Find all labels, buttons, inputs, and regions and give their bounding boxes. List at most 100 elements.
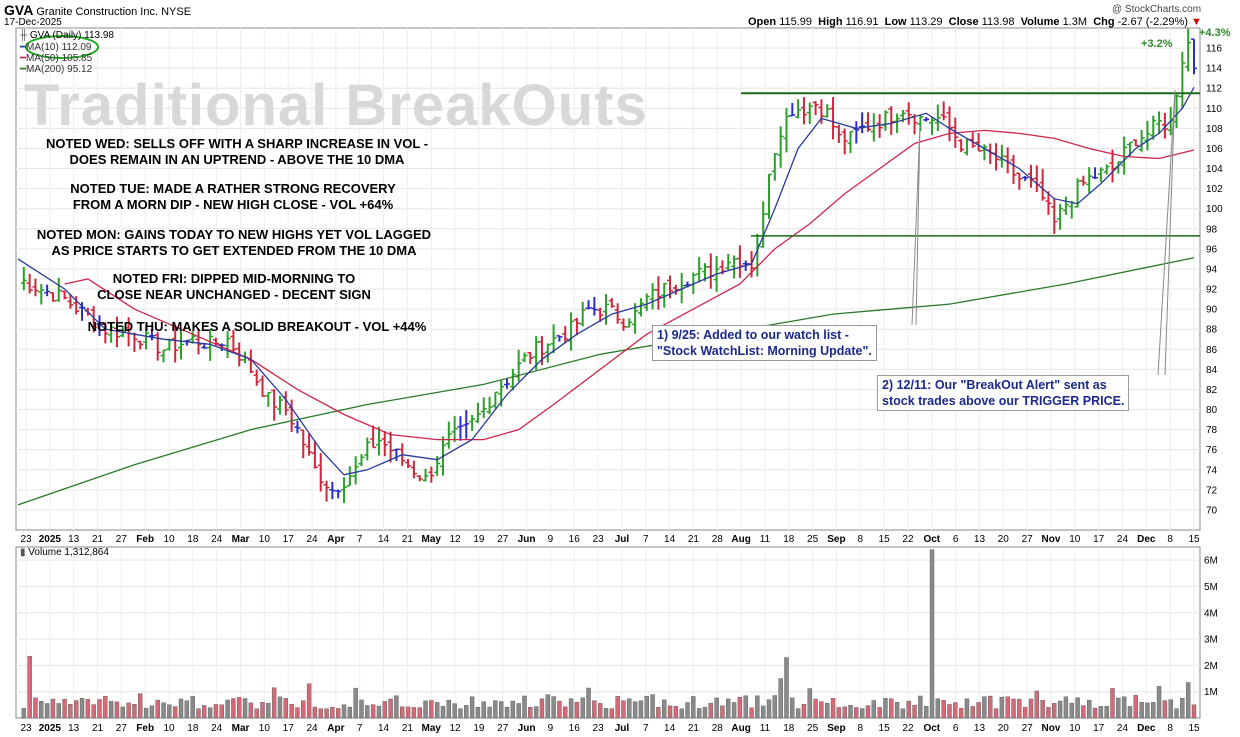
- volume-bar: [528, 707, 533, 719]
- x-tick-label: May: [421, 534, 441, 545]
- x-tick-label: 13: [68, 534, 80, 545]
- price-bar: [504, 379, 511, 389]
- volume-bar: [929, 549, 935, 719]
- price-bar: [998, 144, 1005, 168]
- volume-bar: [97, 699, 102, 719]
- price-bar: [544, 343, 551, 363]
- volume-bar: [1063, 696, 1069, 719]
- volume-bar: [1069, 702, 1074, 719]
- volume-bar: [132, 704, 137, 719]
- price-bar: [358, 454, 365, 467]
- legend-ma10: ━MA(10) 112.09: [20, 42, 91, 53]
- volume-bar: [1133, 695, 1138, 719]
- volume-label: Volume: [1020, 16, 1060, 28]
- price-bar: [416, 475, 423, 482]
- volume-bar: [475, 707, 481, 719]
- volume-bar: [27, 655, 32, 719]
- volume-bar: [755, 695, 760, 719]
- x-tick-label: 24: [306, 723, 318, 734]
- volume-bar: [883, 698, 888, 719]
- price-bar: [1121, 136, 1128, 175]
- volume-bar: [621, 700, 626, 719]
- price-panel-frame: [15, 27, 1201, 531]
- price-bar: [1062, 196, 1069, 215]
- price-tick-label: 100: [1206, 204, 1223, 215]
- price-bar: [585, 300, 592, 310]
- volume-bar: [679, 708, 684, 719]
- price-bar: [387, 431, 394, 463]
- volume-bar: [283, 698, 289, 719]
- x-tick-label: 14: [664, 534, 676, 545]
- volume-bar: [429, 700, 434, 719]
- volume-bar: [143, 707, 149, 719]
- volume-bar: [335, 708, 341, 719]
- volume-bar: [1168, 699, 1173, 719]
- price-bar: [643, 293, 650, 312]
- price-bar: [61, 290, 68, 300]
- volume-bar: [778, 678, 783, 719]
- x-tick-label: 21: [688, 534, 700, 545]
- x-tick-label: 27: [116, 534, 128, 545]
- price-bar: [696, 256, 703, 283]
- x-tick-label: 9: [548, 723, 554, 734]
- volume-bar: [644, 695, 649, 719]
- volume-bar: [417, 707, 422, 719]
- price-bar: [480, 397, 487, 419]
- volume-bar: [213, 704, 219, 719]
- price-bar: [876, 114, 883, 138]
- price-tick-label: 76: [1206, 445, 1218, 456]
- open-value: 115.99: [779, 16, 813, 28]
- volume-bar: [242, 698, 248, 719]
- price-tick-label: 104: [1206, 164, 1223, 175]
- volume-bar: [318, 708, 323, 719]
- price-bar: [1138, 129, 1145, 152]
- price-bar: [538, 336, 545, 366]
- volume-bar: [993, 708, 999, 719]
- x-tick-label: Sep: [827, 723, 845, 734]
- volume-bar: [999, 696, 1005, 719]
- x-tick-label: 21: [92, 534, 104, 545]
- price-tick-label: 106: [1206, 144, 1223, 155]
- price-bar: [1074, 178, 1081, 208]
- volume-bar: [85, 699, 91, 719]
- price-bar: [492, 391, 499, 409]
- volume-tick-label: 1M: [1204, 687, 1218, 698]
- volume-bar: [906, 700, 911, 719]
- x-tick-label: 15: [879, 723, 891, 734]
- volume-bar: [708, 702, 713, 719]
- price-bar: [55, 277, 62, 302]
- price-tick-label: 78: [1206, 425, 1218, 436]
- gain-label-4-3: +4.3%: [1199, 27, 1231, 39]
- note-thu: NOTED THU: MAKES A SOLID BREAKOUT - VOL …: [78, 319, 436, 335]
- volume-bar: [813, 698, 818, 719]
- price-bar: [1103, 164, 1110, 175]
- x-tick-label: 10: [1069, 534, 1081, 545]
- price-bar: [556, 335, 563, 342]
- price-bar: [626, 318, 633, 328]
- price-bar: [661, 282, 668, 308]
- volume-bar: [1116, 697, 1121, 719]
- price-bar: [579, 301, 586, 327]
- volume-bar: [900, 708, 906, 719]
- volume-bar: [382, 701, 387, 719]
- price-bar: [271, 389, 278, 421]
- volume-bar: [499, 701, 504, 719]
- volume-bar: [103, 695, 108, 719]
- volume-bar: [196, 708, 201, 719]
- volume-bar: [1127, 706, 1133, 719]
- volume-bar: [976, 702, 981, 719]
- volume-bar: [720, 705, 725, 719]
- volume-bar: [603, 708, 609, 719]
- volume-bar: [638, 700, 644, 719]
- x-tick-label: Jun: [518, 534, 536, 545]
- x-tick-label: 23: [20, 534, 32, 545]
- volume-bar: [702, 707, 708, 719]
- volume-bar: [807, 688, 812, 719]
- price-bar: [637, 298, 644, 317]
- price-bar: [783, 108, 790, 153]
- volume-bar: [289, 704, 294, 719]
- x-tick-label: 22: [902, 534, 914, 545]
- volume-bar: [772, 695, 778, 719]
- volume-bar: [953, 702, 958, 719]
